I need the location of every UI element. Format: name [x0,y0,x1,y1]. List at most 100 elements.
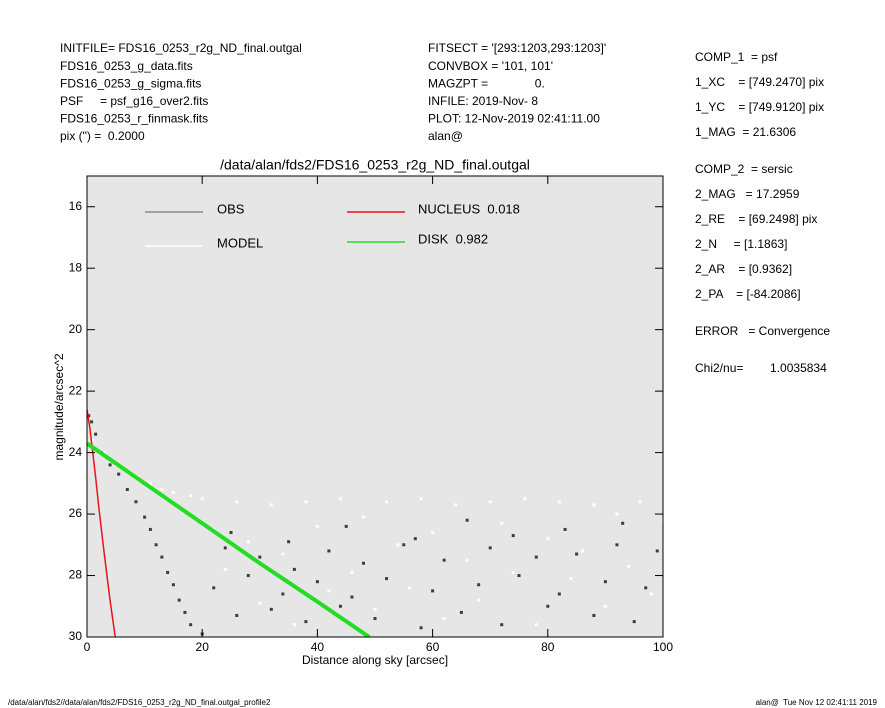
info-line: Chi2/nu= 1.0035834 [695,361,827,375]
data-point [534,555,538,559]
data-point [148,527,152,531]
info-line: 2_AR = [0.9362] [695,262,792,276]
data-point [134,500,138,504]
y-tick-label: 26 [69,506,83,520]
legend-label: NUCLEUS 0.018 [418,201,520,216]
y-tick-label: 20 [69,322,83,336]
data-point [385,577,389,581]
y-tick-label: 28 [69,568,83,582]
data-point [229,531,233,535]
header-line: INFILE: 2019-Nov- 8 [428,94,538,108]
data-point [626,564,630,568]
data-line [87,409,116,637]
data-point [402,543,406,547]
data-point [246,540,250,544]
data-point [419,626,423,630]
data-point [632,620,636,624]
data-point [615,543,619,547]
data-point [125,487,129,491]
data-point [373,617,377,621]
data-point [592,613,596,617]
y-tick-label: 24 [69,445,83,459]
legend-label: DISK 0.982 [418,231,488,246]
data-point [281,592,285,596]
x-tick-label: 0 [84,640,91,654]
data-point [655,549,659,553]
info-line: 2_RE = [69.2498] pix [695,212,817,226]
data-point [454,503,458,507]
data-point [385,500,389,504]
info-line: ERROR = Convergence [695,324,830,338]
data-point [258,555,262,559]
data-point [171,491,175,495]
data-point [315,524,319,528]
header-line: PSF = psf_g16_over2.fits [60,94,208,108]
data-point [511,534,515,538]
data-point [183,610,187,614]
data-point [603,580,607,584]
data-point [557,592,561,596]
header-line: PLOT: 12-Nov-2019 02:41:11.00 [428,112,600,126]
data-point [592,503,596,507]
data-point [189,623,193,627]
data-point [258,601,262,605]
data-point [500,521,504,525]
data-point [396,543,400,547]
data-point [246,574,250,578]
header-line: FITSECT = '[293:1203,293:1203]' [428,41,606,55]
info-line: 2_PA = [-84.2086] [695,287,801,301]
x-tick-label: 100 [653,640,673,654]
info-line: 1_MAG = 21.6306 [695,125,796,139]
data-point [465,558,469,562]
data-point [108,463,112,467]
info-line: COMP_2 = sersic [695,162,793,176]
data-point [223,546,227,550]
data-point [500,623,504,627]
data-point [569,577,573,581]
data-point [304,500,308,504]
data-point [350,595,354,599]
data-point [338,497,342,501]
data-point [649,592,653,596]
data-point [148,481,152,485]
footer-left: /data/alan/fds2//data/alan/fds2/FDS16_02… [8,698,271,707]
data-point [546,537,550,541]
x-axis-label: Distance along sky [arcsec] [302,653,448,667]
data-point [603,604,607,608]
header-line: FDS16_0253_g_data.fits [60,59,193,73]
data-point [459,610,463,614]
x-tick-label: 40 [311,640,325,654]
x-tick-label: 60 [426,640,440,654]
y-axis-label: magnitude/arcsec^2 [52,353,66,460]
info-line: COMP_1 = psf [695,50,778,64]
data-point [361,561,365,565]
data-point [292,623,296,627]
data-point [166,570,170,574]
x-tick-label: 80 [541,640,555,654]
data-point [200,497,204,501]
data-point [373,607,377,611]
data-point [442,617,446,621]
y-tick-label: 18 [69,260,83,274]
header-line: CONVBOX = '101, 101' [428,59,553,73]
data-point [517,574,521,578]
header-line: FDS16_0253_g_sigma.fits [60,76,201,90]
data-point [644,586,648,590]
data-point [235,500,239,504]
data-point [638,500,642,504]
data-point [338,604,342,608]
data-point [327,589,331,593]
data-point [534,623,538,627]
legend-label: MODEL [217,235,263,250]
y-tick-label: 16 [69,199,83,213]
data-point [580,549,584,553]
info-line: 1_YC = [749.9120] pix [695,100,824,114]
y-tick-label: 30 [69,629,83,643]
x-tick-label: 20 [196,640,210,654]
data-point [615,512,619,516]
data-point [661,518,663,522]
y-tick-label: 22 [69,383,83,397]
data-point [160,487,164,491]
header-line: FDS16_0253_r_finmask.fits [60,112,208,126]
data-line [87,441,371,637]
